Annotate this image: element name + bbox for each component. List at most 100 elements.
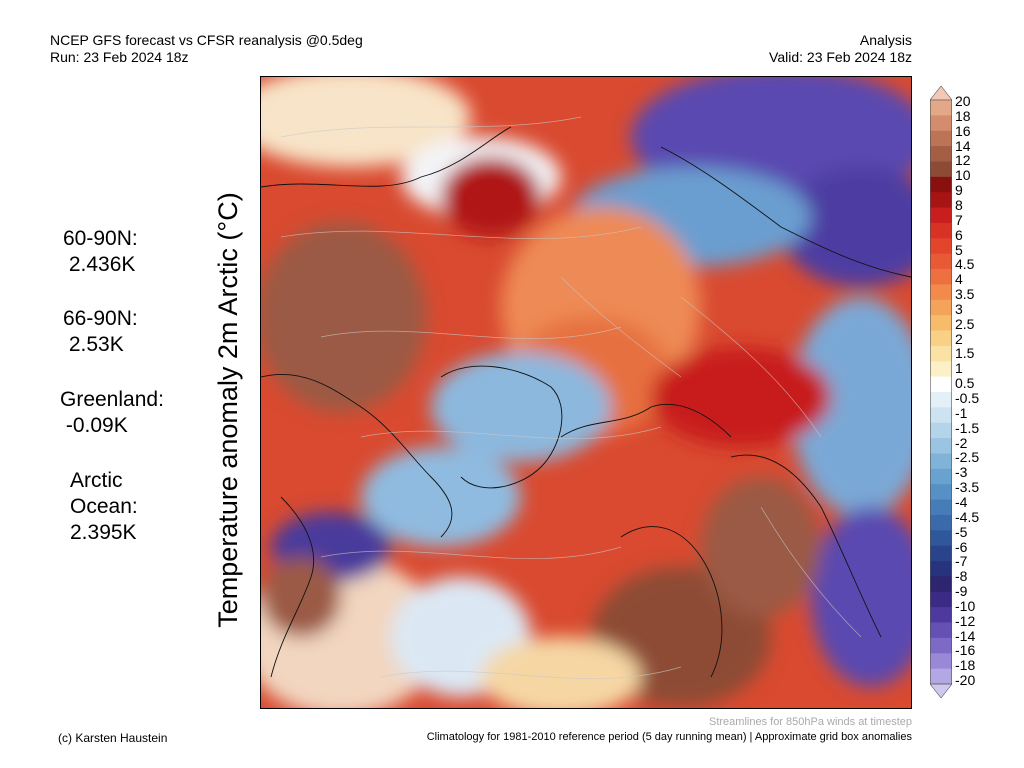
colorbar-label: -6 (955, 538, 968, 555)
colorbar (930, 86, 952, 698)
colorbar-segment (930, 622, 952, 639)
colorbar-segment (930, 545, 952, 562)
colorbar-outline (930, 99, 952, 685)
colorbar-label: 2.5 (955, 315, 975, 332)
colorbar-segment (930, 130, 952, 147)
colorbar-segment (930, 238, 952, 255)
colorbar-segment (930, 484, 952, 500)
colorbar-segment (930, 438, 952, 454)
stat-value-arctic-ocean: 2.395K (70, 521, 137, 544)
colorbar-segment (930, 222, 952, 239)
colorbar-segment (930, 192, 952, 208)
colorbar-label: 2 (955, 330, 963, 347)
anomaly-map (260, 76, 912, 709)
colorbar-segment (930, 330, 952, 347)
colorbar-label: 14 (955, 137, 971, 154)
climatology-note: Climatology for 1981-2010 reference peri… (426, 731, 912, 743)
colorbar-label: -8 (955, 568, 968, 585)
stat-label-arctic-ocean: Arctic Ocean: (70, 469, 138, 518)
colorbar-label: -1 (955, 404, 968, 421)
colorbar-label: 3 (955, 300, 963, 317)
colorbar-label: 7 (955, 211, 963, 228)
colorbar-segment (930, 115, 952, 132)
colorbar-label: -2.5 (955, 449, 980, 466)
colorbar-min-triangle (930, 683, 952, 698)
analysis-label: Analysis (859, 32, 912, 48)
colorbar-label: -4.5 (955, 508, 980, 525)
colorbar-segment (930, 176, 952, 193)
colorbar-segment (930, 668, 952, 685)
map-title: NCEP GFS forecast vs CFSR reanalysis @0.… (50, 32, 363, 48)
stat-label-60-90n: 60-90N: (63, 227, 138, 250)
colorbar-segment (930, 576, 952, 593)
colorbar-segment (930, 514, 952, 531)
colorbar-segment (930, 392, 952, 408)
colorbar-label: 12 (955, 152, 971, 169)
colorbar-label: -3 (955, 464, 968, 481)
colorbar-segment (930, 607, 952, 623)
colorbar-label: -5 (955, 523, 968, 540)
colorbar-label: -12 (955, 612, 976, 629)
colorbar-label: 6 (955, 226, 963, 243)
colorbar-label: -7 (955, 553, 968, 570)
colorbar-label: -3.5 (955, 479, 980, 496)
colorbar-segment (930, 161, 952, 178)
colorbar-label: -16 (955, 642, 976, 659)
colorbar-label: 9 (955, 182, 963, 199)
colorbar-label: 5 (955, 241, 963, 258)
colorbar-segment (930, 530, 952, 547)
valid-time-label: Valid: 23 Feb 2024 18z (769, 49, 912, 65)
colorbar-label: 0.5 (955, 375, 975, 392)
colorbar-segment (930, 653, 952, 670)
colorbar-label: -14 (955, 627, 976, 644)
colorbar-label: 8 (955, 196, 963, 213)
colorbar-label: 20 (955, 93, 971, 109)
stat-value-greenland: -0.09K (60, 414, 128, 437)
colorbar-label: 18 (955, 107, 971, 124)
colorbar-segment (930, 345, 952, 362)
colorbar-label: 4 (955, 271, 963, 288)
colorbar-segment (930, 361, 952, 378)
colorbar-segment (930, 299, 952, 316)
colorbar-segment (930, 269, 952, 285)
colorbar-label: -18 (955, 657, 976, 674)
colorbar-segment (930, 453, 952, 470)
colorbar-label: -2 (955, 434, 968, 451)
colorbar-segment (930, 561, 952, 577)
colorbar-segment (930, 499, 952, 516)
colorbar-label: 1 (955, 360, 963, 377)
stat-label-66-90n: 66-90N: (63, 307, 138, 330)
colorbar-segment (930, 284, 952, 301)
colorbar-segment (930, 253, 952, 270)
run-time-label: Run: 23 Feb 2024 18z (50, 49, 189, 65)
credit-label: (c) Karsten Haustein (58, 731, 168, 745)
colorbar-label: 3.5 (955, 286, 975, 303)
colorbar-segment (930, 100, 952, 116)
colorbar-segment (930, 207, 952, 224)
colorbar-label: 4.5 (955, 256, 975, 273)
colorbar-label: -0.5 (955, 390, 980, 406)
colorbar-segment (930, 637, 952, 654)
stat-label-greenland: Greenland: (60, 388, 164, 411)
colorbar-label: -4 (955, 493, 968, 510)
colorbar-segment (930, 422, 952, 439)
colorbar-label: 1.5 (955, 345, 975, 362)
colorbar-label: 16 (955, 122, 971, 139)
colorbar-segment (930, 407, 952, 424)
stat-value-66-90n: 2.53K (63, 333, 124, 356)
anomaly-map-field (261, 77, 911, 708)
colorbar-label: -1.5 (955, 419, 980, 436)
colorbar-label: -10 (955, 597, 976, 614)
streamline-note: Streamlines for 850hPa winds at timestep (709, 716, 912, 728)
colorbar-max-triangle (930, 86, 952, 101)
colorbar-segment (930, 376, 952, 393)
colorbar-segment (930, 468, 952, 485)
stat-value-60-90n: 2.436K (63, 253, 136, 276)
colorbar-label: 10 (955, 167, 971, 184)
colorbar-label: -9 (955, 583, 968, 600)
colorbar-label: -20 (955, 672, 976, 689)
colorbar-segment (930, 591, 952, 608)
colorbar-segment (930, 146, 952, 162)
colorbar-segment (930, 315, 952, 331)
y-axis-label: Temperature anomaly 2m Arctic (°C) (213, 192, 243, 628)
